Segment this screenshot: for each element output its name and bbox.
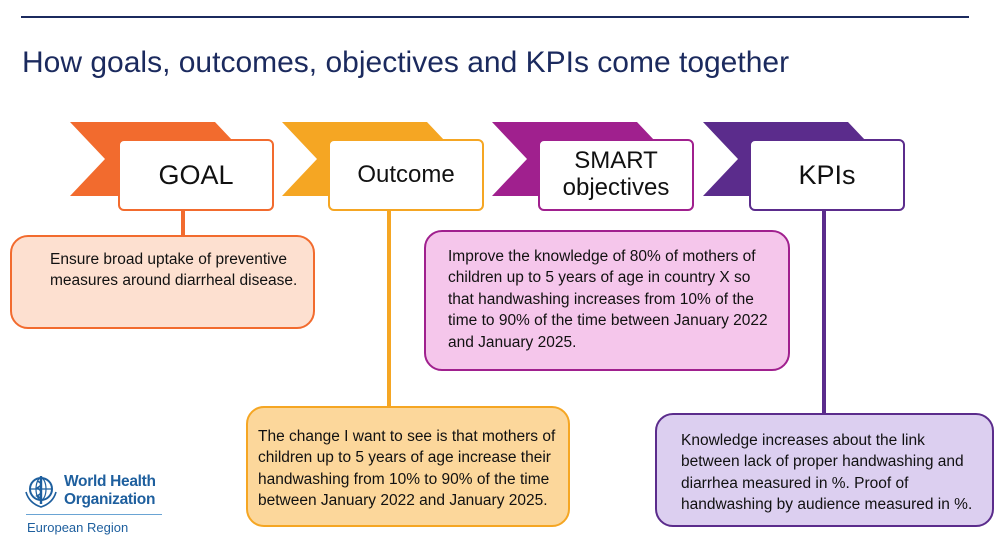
page-title: How goals, outcomes, objectives and KPIs… <box>22 46 790 79</box>
who-logo: World Health Organization European Regio… <box>22 470 172 540</box>
logo-text-line1: World Health <box>64 473 156 490</box>
logo-region-text: European Region <box>27 520 129 535</box>
logo-divider <box>26 514 162 515</box>
goal-description-box: Ensure broad uptake of preventive measur… <box>10 235 315 329</box>
outcome-description: The change I want to see is that mothers… <box>258 428 556 510</box>
logo-text-line2: Organization <box>64 491 156 508</box>
objectives-label-box: SMART objectives <box>538 139 694 211</box>
objectives-label-line1: SMART <box>574 147 658 175</box>
objectives-description-box: Improve the knowledge of 80% of mothers … <box>424 230 790 371</box>
top-divider <box>21 16 969 18</box>
outcome-label: Outcome <box>357 160 455 188</box>
kpis-description: Knowledge increases about the link betwe… <box>681 432 973 514</box>
goal-label-box: GOAL <box>118 139 274 211</box>
goal-connector <box>181 211 185 236</box>
goal-label: GOAL <box>158 159 234 190</box>
objectives-description: Improve the knowledge of 80% of mothers … <box>448 248 768 351</box>
objectives-label-line2: objectives <box>562 174 670 201</box>
kpis-connector <box>822 211 826 415</box>
goal-description: Ensure broad uptake of preventive measur… <box>50 251 298 290</box>
who-emblem-icon <box>25 476 57 508</box>
kpis-description-box: Knowledge increases about the link betwe… <box>655 413 994 527</box>
outcome-description-box: The change I want to see is that mothers… <box>246 406 570 527</box>
outcome-label-box: Outcome <box>328 139 484 211</box>
kpis-label-box: KPIs <box>749 139 905 211</box>
outcome-connector <box>387 211 391 408</box>
kpis-label: KPIs <box>798 159 856 190</box>
